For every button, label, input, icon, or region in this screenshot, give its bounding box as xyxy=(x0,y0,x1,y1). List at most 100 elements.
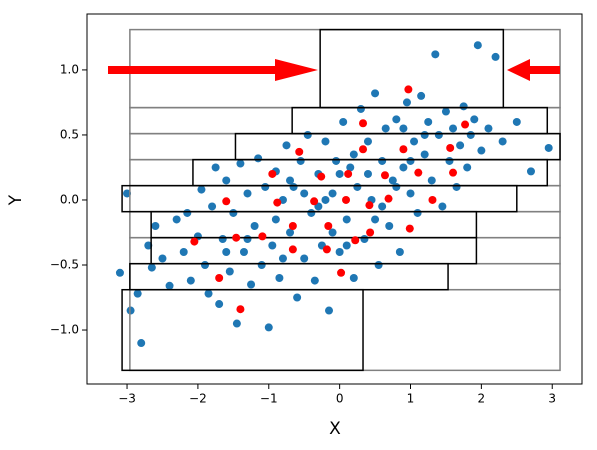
data-point xyxy=(335,247,344,256)
data-point xyxy=(211,163,220,172)
data-point xyxy=(236,305,245,314)
x-tick-label: 1 xyxy=(407,392,415,406)
data-point xyxy=(222,176,231,185)
partition-box xyxy=(319,28,505,109)
data-point xyxy=(342,195,351,204)
data-point xyxy=(351,236,360,245)
data-point xyxy=(225,267,234,276)
data-point xyxy=(427,176,436,185)
data-point xyxy=(414,168,423,177)
data-point xyxy=(190,237,199,246)
data-point xyxy=(544,143,553,152)
data-point xyxy=(371,215,380,224)
data-point xyxy=(477,146,486,155)
data-point xyxy=(378,202,387,211)
partition-box xyxy=(121,288,364,372)
data-point xyxy=(385,221,394,230)
data-point xyxy=(204,289,213,298)
data-point xyxy=(420,150,429,159)
data-point xyxy=(446,143,455,152)
data-point xyxy=(286,228,295,237)
data-point xyxy=(438,202,447,211)
data-point xyxy=(365,201,374,210)
data-point xyxy=(339,117,348,126)
data-point xyxy=(268,241,277,250)
data-point xyxy=(273,198,282,207)
partition-box xyxy=(150,236,478,265)
y-tick-label: 1.0 xyxy=(60,62,79,76)
data-point xyxy=(317,172,326,181)
partition-box xyxy=(129,262,449,291)
x-tick-label: 3 xyxy=(548,392,556,406)
data-point xyxy=(325,306,334,315)
data-point xyxy=(360,234,369,243)
data-point xyxy=(183,208,192,217)
data-point xyxy=(144,241,153,250)
data-point xyxy=(402,98,411,107)
data-point xyxy=(349,274,358,283)
x-tick-label: −1 xyxy=(260,392,278,406)
data-point xyxy=(512,117,521,126)
data-point xyxy=(424,117,433,126)
x-tick-label: −3 xyxy=(118,392,136,406)
data-point xyxy=(321,137,330,146)
data-point xyxy=(399,163,408,172)
data-point xyxy=(526,167,535,176)
data-point xyxy=(332,156,341,165)
partition-box xyxy=(129,210,561,239)
data-point xyxy=(243,189,252,198)
data-point xyxy=(363,169,372,178)
y-axis-label: Y xyxy=(6,194,26,206)
data-point xyxy=(186,276,195,285)
data-point xyxy=(215,300,224,309)
data-point xyxy=(310,276,319,285)
data-point xyxy=(158,254,167,263)
data-point xyxy=(229,208,238,217)
data-point xyxy=(239,247,248,256)
data-point xyxy=(466,130,475,139)
data-point xyxy=(342,241,351,250)
data-point xyxy=(257,261,266,270)
data-point xyxy=(137,339,146,348)
data-point xyxy=(222,197,231,206)
arrow-shaft xyxy=(108,66,278,74)
data-point xyxy=(293,293,302,302)
data-point xyxy=(328,189,337,198)
data-point xyxy=(363,137,372,146)
data-point xyxy=(321,195,330,204)
arrow-head xyxy=(507,59,530,81)
data-point xyxy=(282,141,291,150)
data-point xyxy=(359,145,368,154)
data-point xyxy=(147,263,156,272)
data-point xyxy=(456,141,465,150)
data-point xyxy=(215,274,224,283)
data-point xyxy=(179,247,188,256)
data-point xyxy=(335,169,344,178)
data-point xyxy=(392,115,401,124)
data-point xyxy=(441,107,450,116)
data-point xyxy=(428,195,437,204)
data-point xyxy=(232,233,241,242)
data-point xyxy=(344,169,353,178)
data-point xyxy=(498,137,507,146)
data-point xyxy=(288,221,297,230)
data-point xyxy=(232,319,241,328)
partition-box xyxy=(129,262,561,291)
data-point xyxy=(420,130,429,139)
data-point xyxy=(300,189,309,198)
data-point xyxy=(484,124,493,133)
data-point xyxy=(268,169,277,178)
y-tick-label: −1.0 xyxy=(50,323,79,337)
data-point xyxy=(366,228,375,237)
data-point xyxy=(452,182,461,191)
data-point xyxy=(459,102,468,111)
data-point xyxy=(264,323,273,332)
arrow-head xyxy=(275,59,318,81)
data-point xyxy=(218,234,227,243)
data-point xyxy=(115,268,124,277)
data-point xyxy=(303,130,312,139)
data-point xyxy=(461,120,470,129)
data-point xyxy=(384,194,393,203)
data-point xyxy=(371,89,380,98)
